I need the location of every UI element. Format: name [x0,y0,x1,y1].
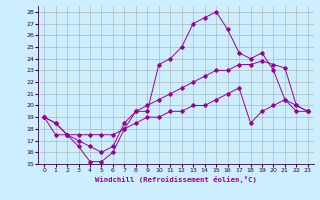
X-axis label: Windchill (Refroidissement éolien,°C): Windchill (Refroidissement éolien,°C) [95,176,257,183]
